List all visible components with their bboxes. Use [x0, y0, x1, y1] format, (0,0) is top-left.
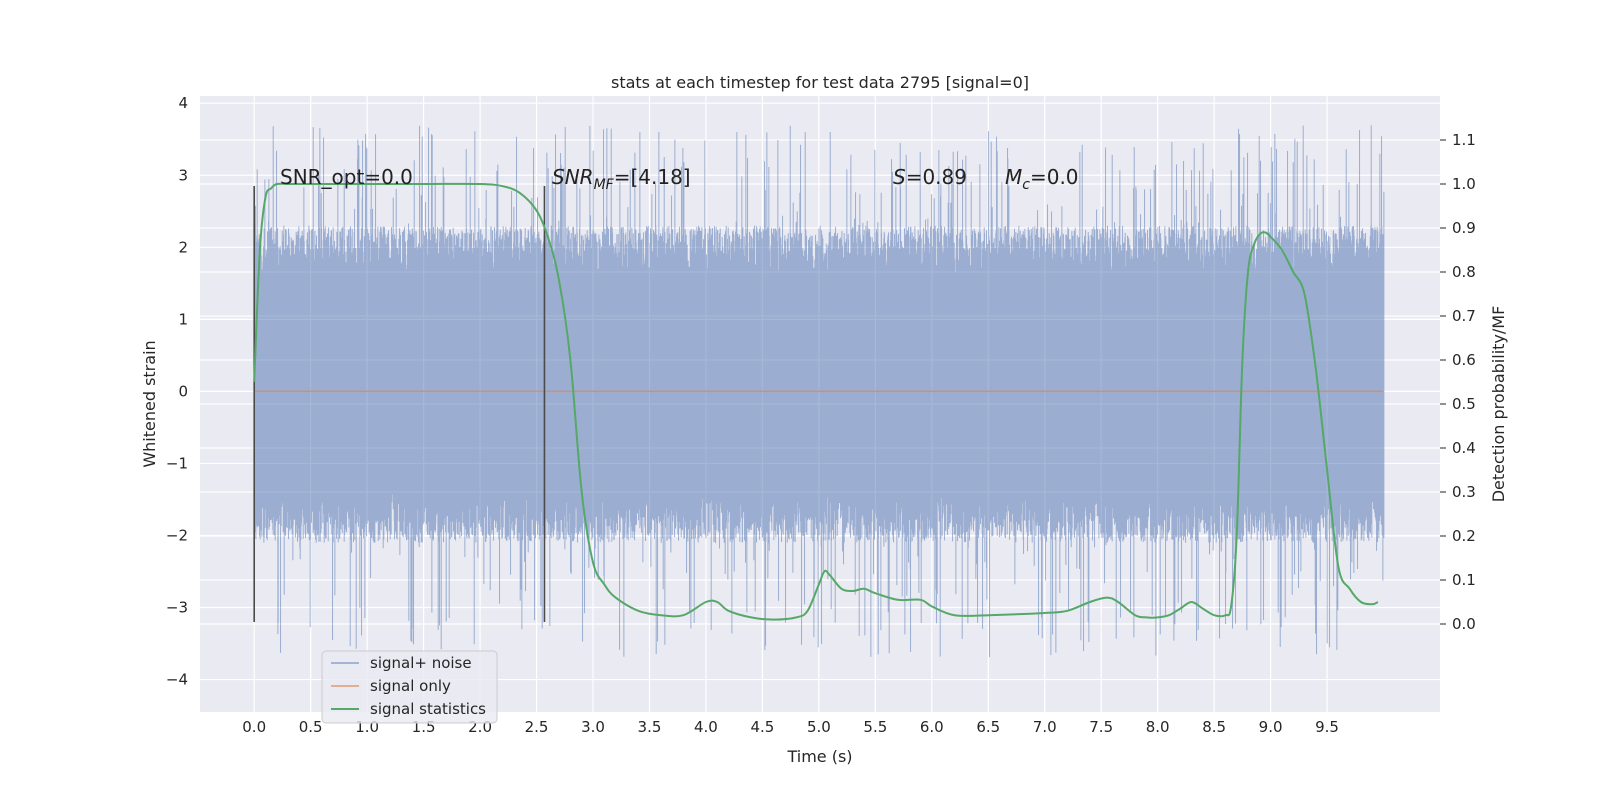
annotation-snr-mf-sub: MF: [594, 177, 615, 193]
y-tick-label: −1: [166, 454, 188, 472]
annotation-mc-value: =0.0: [1030, 165, 1079, 189]
x-tick-label: 7.0: [1033, 718, 1057, 736]
annotation-snr-opt: SNR_opt=0.0: [280, 165, 413, 189]
x-tick-label: 3.0: [581, 718, 605, 736]
y-tick-label: 4: [178, 94, 188, 112]
annotation-mc-base: M: [1005, 165, 1022, 189]
annotation-mc-sub: c: [1022, 177, 1030, 193]
y-right-tick-label: 0.4: [1452, 439, 1476, 457]
y-tick-label: −3: [166, 599, 188, 617]
x-tick-label: 9.5: [1315, 718, 1339, 736]
annotation-s-value: =0.89: [906, 165, 967, 189]
y-tick-labels: 4 3 2 1 0 −1 −2 −3 −4: [166, 94, 188, 688]
legend-label-signal-statistics: signal statistics: [370, 700, 486, 718]
x-tick-label: 7.5: [1089, 718, 1113, 736]
x-tick-label: 5.0: [807, 718, 831, 736]
x-tick-label: 0.5: [299, 718, 323, 736]
y-right-axis-label: Detection probability/MF: [1489, 306, 1508, 503]
x-tick-labels: 0.0 0.5 1.0 1.5 2.0 2.5 3.0 3.5 4.0 4.5 5.0 5.5 6.0 6…: [242, 718, 1339, 736]
x-tick-label: 6.5: [976, 718, 1000, 736]
legend-label-signal-noise: signal+ noise: [370, 654, 472, 672]
y-right-tick-labels: 1.1 1.0 0.9 0.8 0.7 0.6 0.5 0.4 0.3 0.2 0.1 0.0: [1440, 131, 1476, 633]
legend: signal+ noise signal only signal statist…: [321, 650, 498, 724]
y-axis-label: Whitened strain: [140, 340, 159, 467]
y-tick-label: 2: [178, 238, 188, 256]
x-tick-label: 8.5: [1202, 718, 1226, 736]
x-tick-label: 0.0: [242, 718, 266, 736]
y-right-tick-label: 0.7: [1452, 307, 1476, 325]
x-axis-label: Time (s): [786, 747, 852, 766]
annotation-snr-mf: SNRMF=[4.18]: [552, 165, 691, 193]
annotation-snr-mf-base: SNR: [552, 165, 594, 189]
x-tick-label: 2.5: [525, 718, 549, 736]
x-tick-label: 6.0: [920, 718, 944, 736]
x-tick-label: 8.0: [1146, 718, 1170, 736]
y-right-tick-label: 0.2: [1452, 527, 1476, 545]
series-signal-statistics: [253, 182, 1379, 621]
y-tick-label: −2: [166, 526, 188, 544]
y-tick-label: −4: [166, 671, 188, 689]
x-tick-label: 3.5: [638, 718, 662, 736]
annotation-s-symbol: S: [893, 165, 906, 189]
legend-frame: [321, 650, 498, 724]
y-right-tick-label: 0.3: [1452, 483, 1476, 501]
chart-title: stats at each timestep for test data 279…: [611, 73, 1029, 92]
y-right-tick-label: 0.0: [1452, 615, 1476, 633]
legend-label-signal-only: signal only: [370, 677, 451, 695]
annotation-snr-mf-value: =[4.18]: [614, 165, 691, 189]
y-tick-label: 1: [178, 310, 188, 328]
y-right-tick-label: 0.5: [1452, 395, 1476, 413]
y-tick-label: 0: [178, 382, 188, 400]
y-right-tick-label: 0.8: [1452, 263, 1476, 281]
vertical-markers: [253, 186, 546, 622]
annotation-mc: Mc=0.0: [1005, 165, 1079, 193]
y-tick-label: 3: [178, 166, 188, 184]
x-tick-label: 5.5: [863, 718, 887, 736]
x-tick-label: 4.5: [750, 718, 774, 736]
y-right-tick-label: 0.1: [1452, 571, 1476, 589]
y-right-tick-label: 1.0: [1452, 175, 1476, 193]
annotation-s: S=0.89: [893, 165, 967, 189]
y-right-tick-label: 0.9: [1452, 219, 1476, 237]
x-tick-label: 9.0: [1259, 718, 1283, 736]
x-tick-label: 4.0: [694, 718, 718, 736]
y-right-tick-label: 0.6: [1452, 351, 1476, 369]
y-right-tick-label: 1.1: [1452, 131, 1476, 149]
